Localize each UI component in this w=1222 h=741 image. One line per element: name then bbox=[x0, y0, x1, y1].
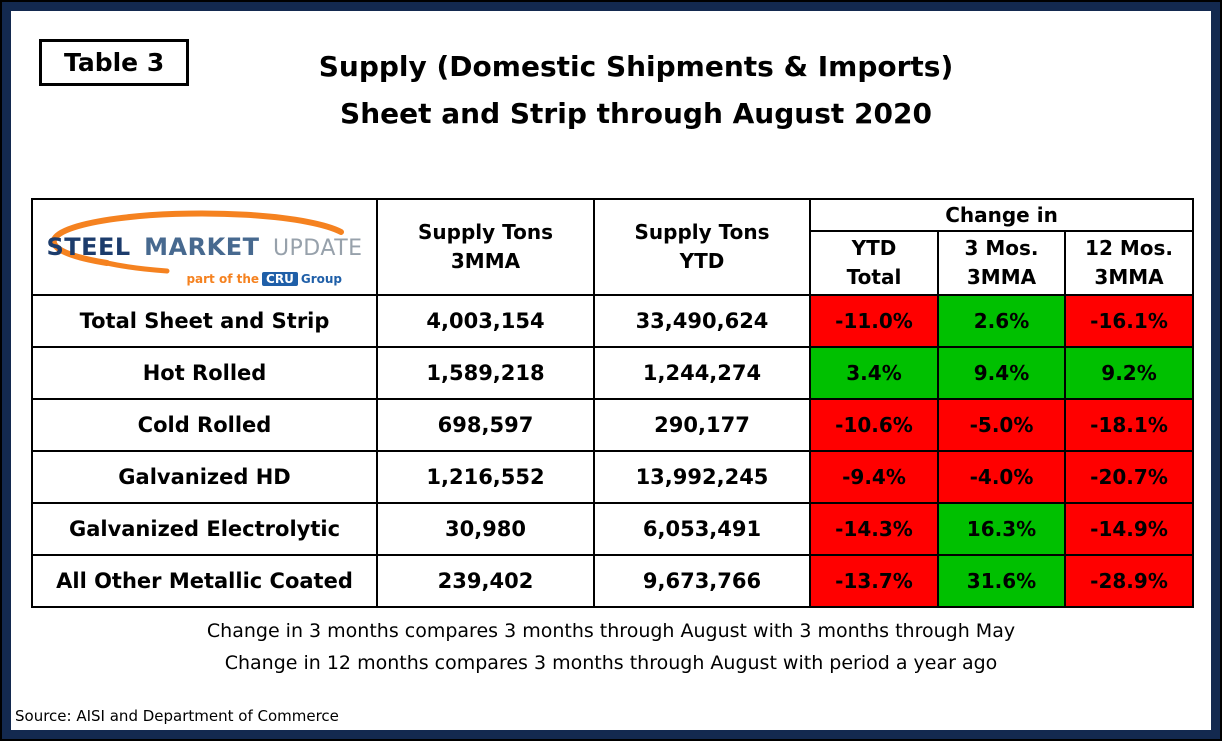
col-header-supply-3mma-line1: Supply Tons bbox=[418, 220, 553, 244]
table-row: Galvanized Electrolytic 30,980 6,053,491… bbox=[31, 502, 1195, 556]
smu-logo: STEEL MARKET UPDATE part of the CRU Group bbox=[31, 198, 378, 296]
cell-tons-3mma: 239,402 bbox=[376, 554, 595, 608]
cell-tons-ytd: 13,992,245 bbox=[593, 450, 811, 504]
cell-tons-3mma: 698,597 bbox=[376, 398, 595, 452]
row-label: Total Sheet and Strip bbox=[31, 294, 378, 348]
cell-change-3mos: -5.0% bbox=[937, 398, 1066, 452]
row-label: Cold Rolled bbox=[31, 398, 378, 452]
table-row: Galvanized HD 1,216,552 13,992,245 -9.4%… bbox=[31, 450, 1195, 504]
source-line: Source: AISI and Department of Commerce bbox=[15, 707, 339, 725]
slide-content: Table 3 Supply (Domestic Shipments & Imp… bbox=[11, 11, 1211, 730]
table-row: Hot Rolled 1,589,218 1,244,274 3.4% 9.4%… bbox=[31, 346, 1195, 400]
col-header-supply-3mma: Supply Tons 3MMA bbox=[376, 198, 595, 296]
title-line-2: Sheet and Strip through August 2020 bbox=[340, 97, 932, 130]
row-label: Hot Rolled bbox=[31, 346, 378, 400]
table-row: Cold Rolled 698,597 290,177 -10.6% -5.0%… bbox=[31, 398, 1195, 452]
col-subheader-3mos-3mma: 3 Mos. 3MMA bbox=[937, 231, 1066, 296]
smu-logo-lockup: STEEL MARKET UPDATE part of the CRU Group bbox=[33, 201, 376, 293]
col-subheader-12mos-3mma: 12 Mos. 3MMA bbox=[1063, 231, 1195, 296]
title-line-1: Supply (Domestic Shipments & Imports) bbox=[318, 50, 954, 83]
cell-tons-ytd: 6,053,491 bbox=[593, 502, 811, 556]
cell-change-ytd: -13.7% bbox=[809, 554, 939, 608]
cell-change-12mos: 9.2% bbox=[1063, 346, 1195, 400]
cru-badge: CRU bbox=[262, 272, 298, 286]
row-label: All Other Metallic Coated bbox=[31, 554, 378, 608]
logo-word-market: MARKET bbox=[144, 233, 260, 261]
col-subheader-12mos-line1: 12 Mos. bbox=[1085, 236, 1173, 260]
row-label: Galvanized Electrolytic bbox=[31, 502, 378, 556]
cell-tons-ytd: 290,177 bbox=[593, 398, 811, 452]
logo-swoosh-icon bbox=[50, 210, 344, 274]
col-header-supply-ytd-line2: YTD bbox=[679, 249, 725, 273]
cell-tons-3mma: 30,980 bbox=[376, 502, 595, 556]
cell-change-12mos: -18.1% bbox=[1063, 398, 1195, 452]
cell-change-12mos: -14.9% bbox=[1063, 502, 1195, 556]
cell-tons-ytd: 9,673,766 bbox=[593, 554, 811, 608]
footnote-12-months: Change in 12 months compares 3 months th… bbox=[224, 652, 998, 674]
change-in-header: Change in bbox=[808, 198, 1195, 232]
tagline-prefix: part of the bbox=[186, 272, 260, 286]
table-number-label: Table 3 bbox=[64, 48, 165, 77]
cell-change-ytd: 3.4% bbox=[809, 346, 939, 400]
table-row: Total Sheet and Strip 4,003,154 33,490,6… bbox=[31, 294, 1195, 348]
col-header-supply-ytd-line1: Supply Tons bbox=[634, 220, 770, 244]
logo-word-update: UPDATE bbox=[272, 236, 363, 261]
cell-tons-ytd: 1,244,274 bbox=[593, 346, 811, 400]
footnotes: Change in 3 months compares 3 months thr… bbox=[11, 615, 1211, 679]
cell-change-3mos: 16.3% bbox=[937, 502, 1066, 556]
col-subheader-12mos-line2: 3MMA bbox=[1094, 265, 1164, 289]
row-label: Galvanized HD bbox=[31, 450, 378, 504]
logo-word-steel: STEEL bbox=[46, 233, 131, 261]
cell-change-ytd: -14.3% bbox=[809, 502, 939, 556]
col-header-supply-3mma-line2: 3MMA bbox=[450, 249, 521, 273]
col-subheader-3mos-line2: 3MMA bbox=[966, 265, 1037, 289]
cell-tons-3mma: 1,589,218 bbox=[376, 346, 595, 400]
col-subheader-ytd-total-line2: Total bbox=[846, 265, 902, 289]
table-row: All Other Metallic Coated 239,402 9,673,… bbox=[31, 554, 1195, 608]
tagline-suffix: Group bbox=[300, 272, 342, 286]
page-title: Supply (Domestic Shipments & Imports) Sh… bbox=[121, 43, 1151, 137]
cell-change-ytd: -11.0% bbox=[809, 294, 939, 348]
cell-change-3mos: 31.6% bbox=[937, 554, 1066, 608]
col-header-supply-ytd: Supply Tons YTD bbox=[593, 198, 811, 296]
footnote-3-months: Change in 3 months compares 3 months thr… bbox=[206, 620, 1016, 642]
cell-change-12mos: -20.7% bbox=[1063, 450, 1195, 504]
cell-tons-ytd: 33,490,624 bbox=[593, 294, 811, 348]
cell-change-3mos: -4.0% bbox=[937, 450, 1066, 504]
supply-table: STEEL MARKET UPDATE part of the CRU Group … bbox=[31, 198, 1195, 608]
cell-tons-3mma: 1,216,552 bbox=[376, 450, 595, 504]
cell-change-3mos: 9.4% bbox=[937, 346, 1066, 400]
logo-tagline: part of the CRU Group bbox=[186, 265, 342, 293]
col-subheader-ytd-total: YTD Total bbox=[809, 231, 939, 296]
cell-change-ytd: -10.6% bbox=[809, 398, 939, 452]
logo-wordmark: STEEL MARKET UPDATE bbox=[33, 233, 376, 263]
cell-change-3mos: 2.6% bbox=[937, 294, 1066, 348]
col-subheader-ytd-total-line1: YTD bbox=[851, 236, 897, 260]
cell-tons-3mma: 4,003,154 bbox=[376, 294, 595, 348]
cell-change-12mos: -28.9% bbox=[1063, 554, 1195, 608]
cell-change-ytd: -9.4% bbox=[809, 450, 939, 504]
table-number-box: Table 3 bbox=[39, 39, 190, 86]
cell-change-12mos: -16.1% bbox=[1063, 294, 1195, 348]
col-subheader-3mos-line1: 3 Mos. bbox=[964, 236, 1039, 260]
